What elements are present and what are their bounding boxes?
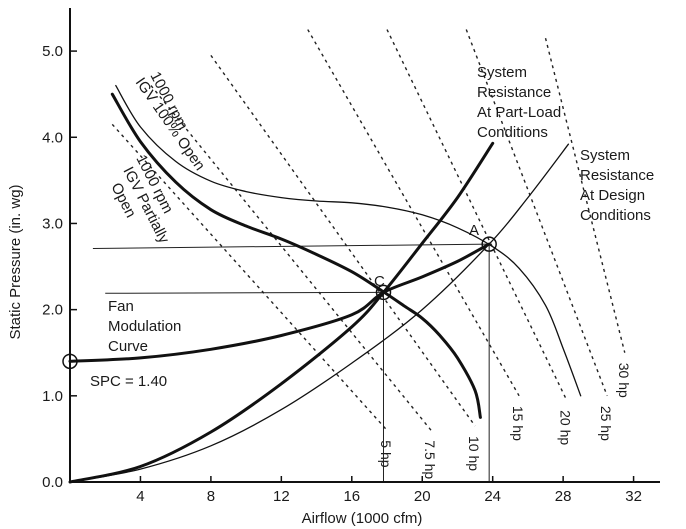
hp-label-30-hp: 30 hp [616, 363, 632, 398]
curve-system-resistance-at-part-load-conditions [68, 141, 495, 484]
point-markers [62, 236, 497, 370]
hp-line-5-hp [111, 123, 388, 431]
curve-system-resistance-at-design-conditions [69, 143, 570, 483]
axis-ticks: 4 8 12 16 20 24 28 32 0.0 1.0 2.0 3.0 4.0 5.0 [42, 43, 642, 505]
hp-line-10-hp [210, 54, 476, 427]
point-marker-a [481, 236, 497, 252]
label-part-load-4: Conditions [477, 124, 548, 141]
x-axis-title: Airflow (1000 cfm) [302, 510, 423, 527]
label-point-a: A [469, 222, 479, 239]
curve-1000-rpm-igv-partially-open [110, 92, 482, 419]
hp-label-25-hp: 25 hp [598, 406, 614, 441]
x-tick-label-16: 16 [343, 488, 360, 505]
label-spc: SPC = 1.40 [90, 373, 167, 390]
y-tick-label-3: 3.0 [42, 215, 63, 232]
hp-label-15-hp: 15 hp [510, 406, 526, 441]
y-tick-label-1: 1.0 [42, 388, 63, 405]
label-fan-mod-2: Modulation [108, 318, 181, 335]
y-tick-label-5: 5.0 [42, 43, 63, 60]
x-tick-label-28: 28 [555, 488, 572, 505]
y-tick-label-4: 4.0 [42, 129, 63, 146]
label-fan-mod-1: Fan [108, 298, 134, 315]
label-design-4: Conditions [580, 207, 651, 224]
hp-label-7-5-hp: 7.5 hp [422, 440, 438, 479]
hp-label-5-hp: 5 hp [378, 440, 394, 467]
point-marker-spc [62, 353, 78, 370]
reference-lines [92, 243, 490, 482]
hp-label-10-hp: 10 hp [466, 436, 482, 471]
label-design-1: System [580, 147, 630, 164]
hp-line-30-hp [544, 37, 626, 353]
hp-line-7-5-hp [150, 85, 432, 431]
curve-fan-modulation-curve [68, 242, 491, 363]
point-marker-c [375, 284, 392, 301]
label-part-load-2: Resistance [477, 84, 551, 101]
x-tick-label-24: 24 [484, 488, 501, 505]
x-tick-label-8: 8 [207, 488, 215, 505]
x-tick-label-32: 32 [625, 488, 642, 505]
curve-1000-rpm-igv-100-open [115, 84, 582, 397]
label-part-load-1: System [477, 64, 527, 81]
hp-label-20-hp: 20 hp [558, 410, 574, 445]
reference-line-horizontal-C [105, 291, 384, 294]
label-part-load-3: At Part-Load [477, 104, 561, 121]
reference-line-horizontal-A [92, 243, 490, 249]
x-tick-label-4: 4 [136, 488, 144, 505]
x-tick-label-20: 20 [414, 488, 431, 505]
y-tick-label-0: 0.0 [42, 474, 63, 491]
hp-line-25-hp [465, 29, 608, 397]
hp-line-20-hp [386, 29, 568, 401]
axes [69, 8, 660, 483]
label-fan-mod-3: Curve [108, 338, 148, 355]
label-point-c: C [374, 273, 385, 290]
performance-curves [68, 84, 582, 484]
x-tick-label-12: 12 [273, 488, 290, 505]
y-axis-title: Static Pressure (in. wg) [7, 184, 24, 339]
label-design-3: At Design [580, 187, 645, 204]
y-tick-label-2: 2.0 [42, 302, 63, 319]
label-design-2: Resistance [580, 167, 654, 184]
